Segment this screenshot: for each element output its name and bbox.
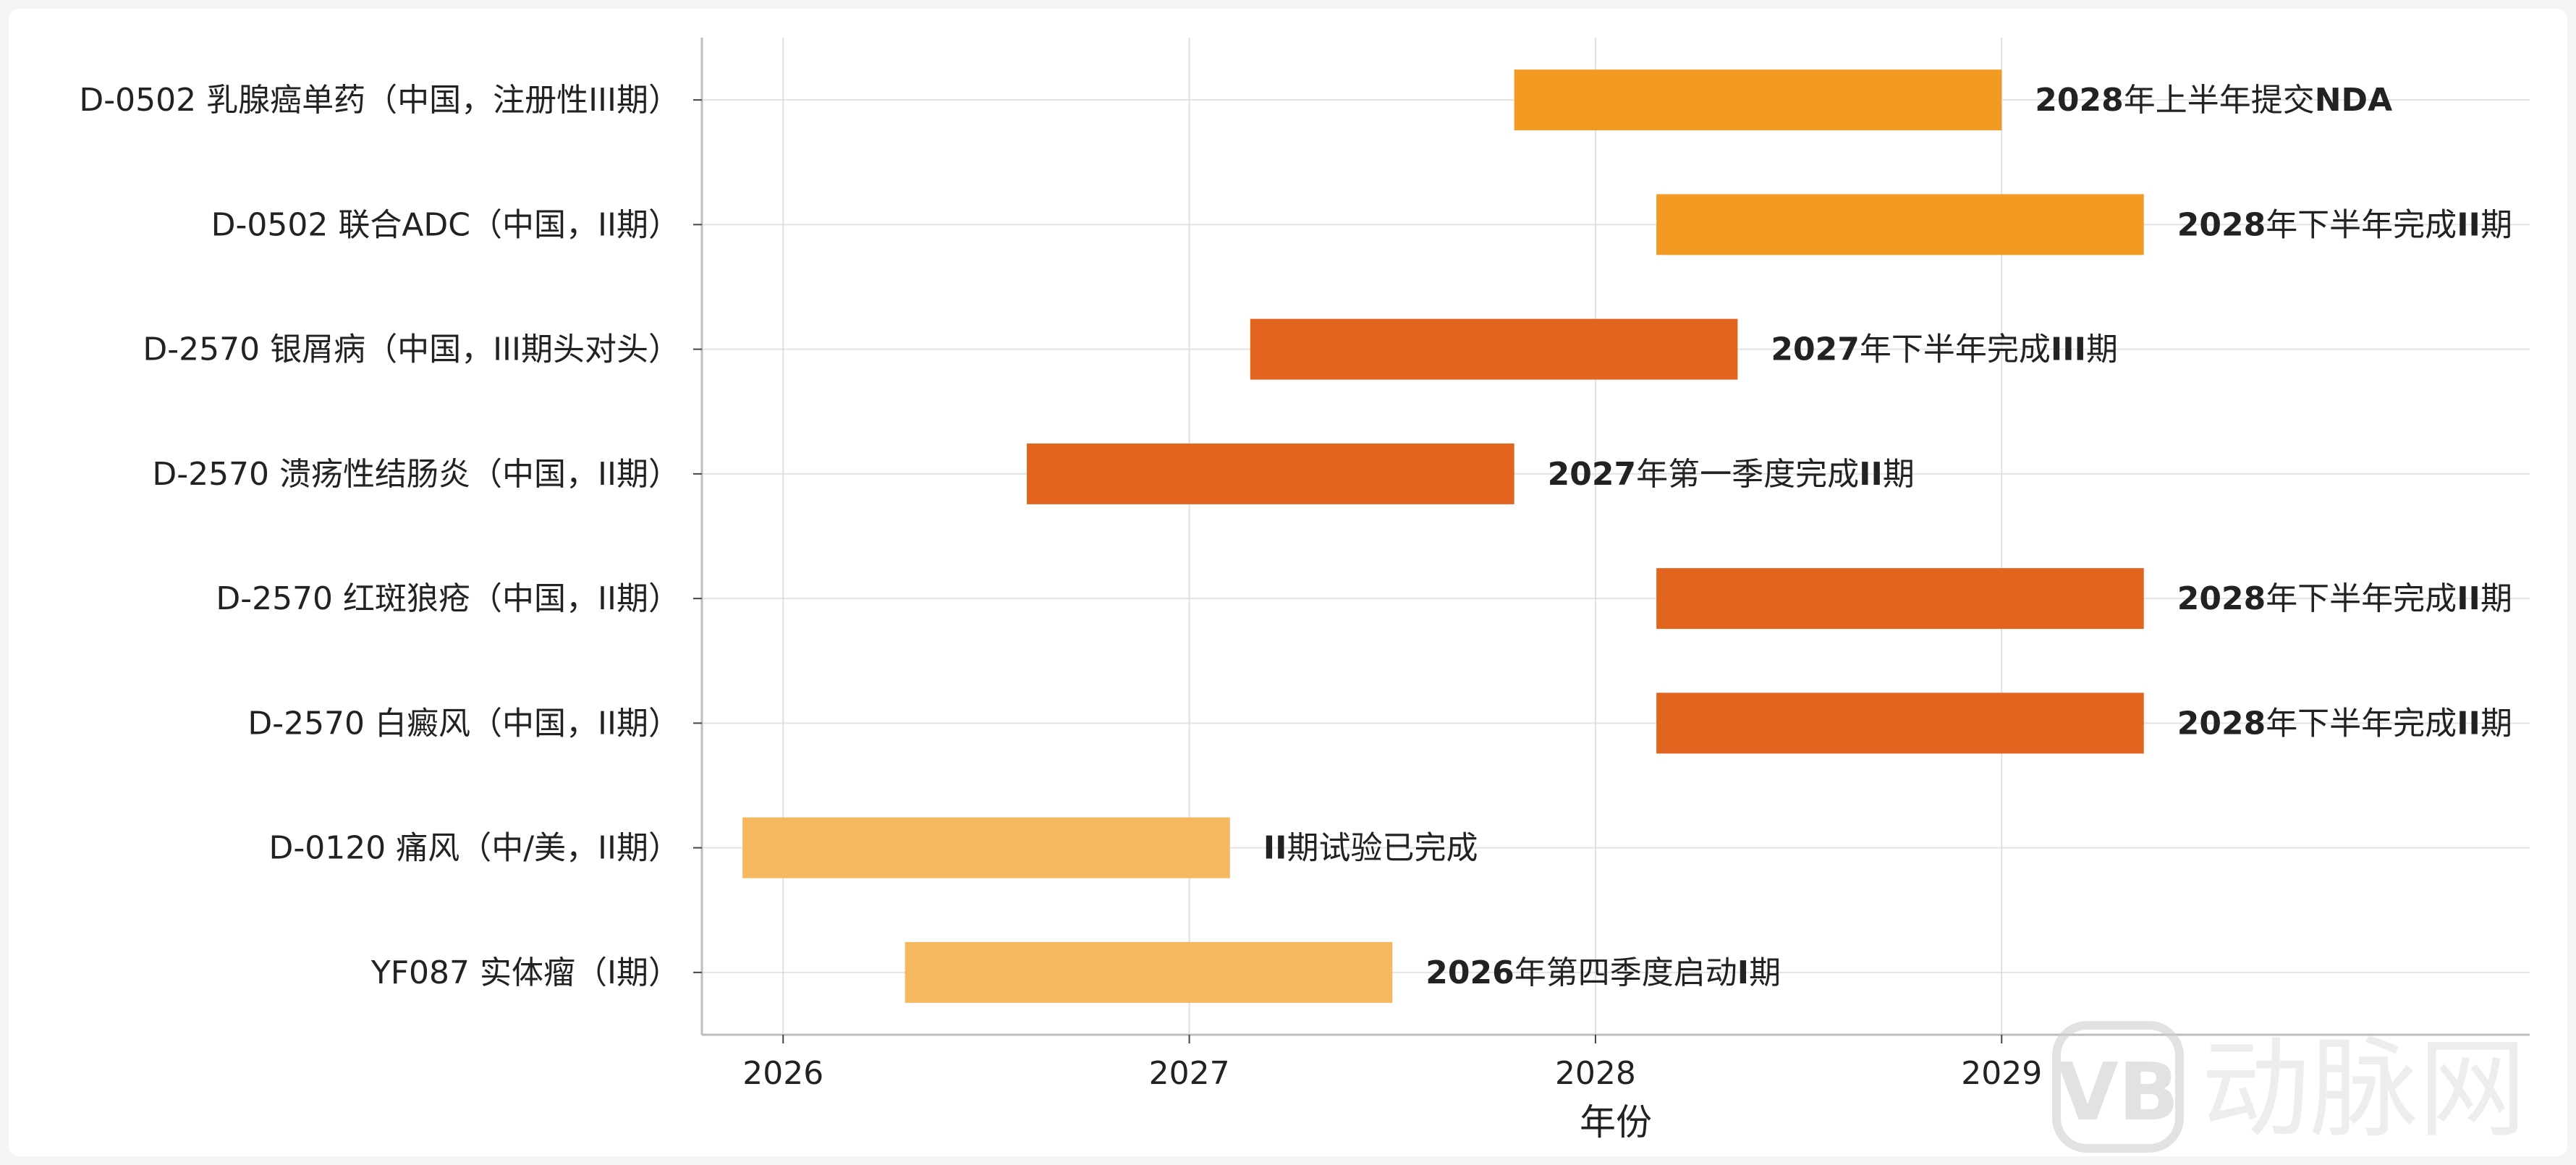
- bar-annotation-part: 期: [2480, 206, 2512, 243]
- bar-annotation-part: 2028: [2035, 82, 2123, 119]
- task-bar: [1656, 692, 2144, 754]
- watermark-logo-text: VB: [2057, 1046, 2179, 1138]
- bar-annotation: II期试验已完成: [1263, 830, 1478, 867]
- bar-annotation-part: 2027: [1548, 456, 1636, 493]
- bar-annotation-part: 年第一季度完成: [1636, 456, 1859, 493]
- bar-annotation: 2028年下半年完成II期: [2177, 705, 2512, 742]
- task-bar: [1656, 194, 2144, 255]
- bar-annotation-part: 2028: [2177, 580, 2266, 617]
- task-bar: [742, 817, 1230, 878]
- bar-annotation-part: II: [1263, 830, 1287, 867]
- grid-layer: [702, 38, 2530, 1035]
- bar-annotation: 2028年下半年完成II期: [2177, 206, 2512, 243]
- task-bar: [1027, 443, 1514, 504]
- bar-annotation-part: 2027: [1771, 331, 1859, 368]
- label-layer: 2026 2027 2028 2029 D-0502 乳腺癌单药（中国，注册性III期）…: [79, 82, 2512, 1092]
- x-axis-title: 年份: [1580, 1101, 1652, 1143]
- bar-annotation-part: III: [2051, 331, 2086, 368]
- task-bar: [1250, 318, 1738, 380]
- chart-frame: 2026 2027 2028 2029 D-0502 乳腺癌单药（中国，注册性III期）…: [9, 9, 2567, 1156]
- category-label: D-0502 乳腺癌单药（中国，注册性III期）: [79, 82, 680, 119]
- bar-annotation-part: II: [2457, 705, 2480, 742]
- bar-annotation-part: NDA: [2315, 82, 2392, 119]
- category-label: D-2570 红斑狼疮（中国，II期）: [216, 580, 680, 617]
- bar-annotation-part: 2028: [2177, 206, 2266, 243]
- gantt-chart: 2026 2027 2028 2029 D-0502 乳腺癌单药（中国，注册性III期）…: [79, 38, 2530, 1153]
- bar-annotation-part: I: [1737, 954, 1749, 991]
- x-tick-label: 2028: [1555, 1055, 1636, 1092]
- x-tick-label: 2027: [1149, 1055, 1230, 1092]
- bar-annotation-part: 期: [2480, 705, 2512, 742]
- bar-annotation-part: 年下半年完成: [1860, 331, 2051, 368]
- bar-annotation: 2026年第四季度启动I期: [1425, 954, 1781, 991]
- bar-annotation-part: 期试验已完成: [1287, 830, 1478, 867]
- bar-annotation: 2028年上半年提交NDA: [2035, 82, 2392, 119]
- bar-annotation-part: 期: [1749, 954, 1781, 991]
- task-bar: [904, 941, 1393, 1003]
- watermark-text: 动脉网: [2201, 1027, 2527, 1153]
- bar-annotation-part: II: [1859, 456, 1883, 493]
- bar-annotation: 2027年下半年完成III期: [1771, 331, 2118, 368]
- bar-layer: [742, 69, 2144, 1003]
- bar-annotation-part: II: [2457, 206, 2480, 243]
- x-tick-label: 2029: [1961, 1055, 2042, 1092]
- bar-annotation-part: 期: [2480, 580, 2512, 617]
- bar-annotation-part: 年上半年提交: [2124, 82, 2315, 119]
- bar-annotation-part: II: [2457, 580, 2480, 617]
- category-label: D-2570 溃疡性结肠炎（中国，II期）: [152, 456, 680, 493]
- category-label: D-2570 银屑病（中国，III期头对头）: [143, 331, 680, 368]
- bar-annotation-part: 2028: [2177, 705, 2266, 742]
- bar-annotation-part: 年下半年完成: [2266, 206, 2457, 243]
- bar-annotation: 2028年下半年完成II期: [2177, 580, 2512, 617]
- bar-annotation: 2027年第一季度完成II期: [1548, 456, 1915, 493]
- category-label: D-2570 白癜风（中国，II期）: [247, 705, 680, 742]
- bar-annotation-part: 年第四季度启动: [1514, 954, 1737, 991]
- axis-layer: [693, 38, 2530, 1043]
- watermark: VB 动脉网: [2052, 1021, 2527, 1153]
- category-label: D-0502 联合ADC（中国，II期）: [211, 206, 680, 243]
- x-tick-label: 2026: [742, 1055, 823, 1092]
- bar-annotation-part: 期: [2086, 331, 2118, 368]
- bar-annotation-part: 年下半年完成: [2266, 705, 2457, 742]
- task-bar: [1514, 69, 2002, 131]
- category-label: YF087 实体瘤（I期）: [370, 954, 680, 991]
- task-bar: [1656, 568, 2144, 630]
- bar-annotation-part: 期: [1883, 456, 1915, 493]
- watermark-logo-icon: [2052, 1021, 2184, 1153]
- bar-annotation-part: 2026: [1425, 954, 1514, 991]
- bar-annotation-part: 年下半年完成: [2266, 580, 2457, 617]
- category-label: D-0120 痛风（中/美，II期）: [269, 830, 681, 867]
